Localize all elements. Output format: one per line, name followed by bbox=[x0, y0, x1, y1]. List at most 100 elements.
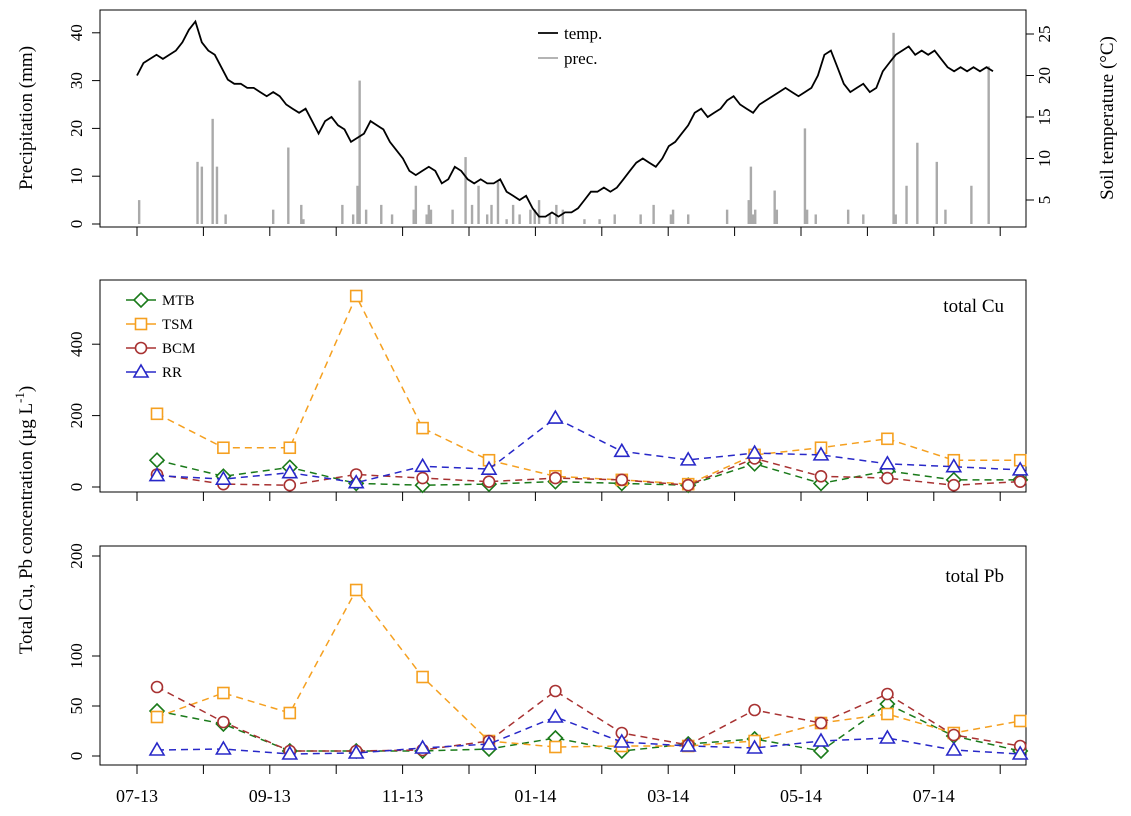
y-tick-label-left: 20 bbox=[67, 120, 86, 137]
circle-marker bbox=[549, 471, 562, 485]
y-tick-label-left: 10 bbox=[67, 168, 86, 185]
diamond-marker bbox=[132, 291, 150, 309]
diamond-marker bbox=[812, 742, 830, 760]
precipitation-bar bbox=[725, 209, 729, 224]
precipitation-bar bbox=[639, 214, 642, 224]
top-legend: temp. prec. bbox=[538, 24, 602, 68]
triangle-marker bbox=[414, 457, 431, 473]
circle-marker bbox=[134, 341, 148, 355]
precipitation-bar bbox=[425, 214, 428, 224]
triangle-marker bbox=[1011, 461, 1029, 476]
legend-label-mtb: MTB bbox=[162, 293, 195, 309]
precipitation-bar bbox=[916, 142, 919, 224]
triangle-marker bbox=[613, 442, 631, 458]
temperature-line bbox=[136, 19, 994, 218]
precipitation-bar bbox=[464, 157, 467, 224]
precipitation-bar bbox=[300, 204, 303, 224]
precipitation-bar bbox=[894, 214, 897, 224]
precipitation-bar bbox=[814, 214, 817, 224]
square-marker bbox=[150, 710, 164, 724]
precipitation-bar bbox=[598, 219, 601, 224]
circle-marker bbox=[615, 473, 629, 487]
square-marker bbox=[283, 706, 297, 720]
precipitation-bar bbox=[803, 128, 807, 224]
middle-axes: 0 200 400 bbox=[67, 331, 1001, 501]
y-tick-label-right: 25 bbox=[1035, 26, 1054, 43]
top-axes: 0 10 20 30 40 5 10 15 20 25 bbox=[67, 24, 1054, 236]
bottom-axes: 0 50 100 200 07-13 09-13 11-13 01-14 03-14 05-14 0… bbox=[67, 543, 1001, 806]
circle-marker bbox=[283, 478, 297, 492]
precipitation-bar bbox=[987, 66, 990, 224]
y-tick-label: 400 bbox=[67, 331, 86, 357]
square-marker bbox=[549, 740, 562, 754]
triangle-marker bbox=[132, 363, 150, 378]
series-line bbox=[156, 686, 1021, 752]
triangle-marker bbox=[215, 740, 232, 755]
triangle-marker bbox=[812, 446, 830, 461]
triangle-marker bbox=[281, 745, 299, 760]
pb-series bbox=[148, 583, 1029, 760]
triangle-marker bbox=[613, 733, 631, 748]
triangle-marker bbox=[746, 739, 763, 754]
circle-marker bbox=[482, 475, 496, 488]
circle-marker bbox=[549, 684, 562, 698]
triangle-marker bbox=[414, 739, 431, 754]
precipitation-bar bbox=[775, 209, 779, 224]
x-tick-label: 07-13 bbox=[116, 786, 158, 806]
series-line bbox=[156, 294, 1021, 485]
precipitation-bar bbox=[351, 214, 355, 224]
diamond-marker bbox=[148, 452, 166, 469]
y-tick-label: 200 bbox=[67, 543, 86, 569]
triangle-marker bbox=[547, 409, 564, 424]
precipitation-bar bbox=[496, 180, 500, 224]
square-marker bbox=[134, 317, 148, 331]
precipitation-bar bbox=[892, 32, 895, 224]
precipitation-bar bbox=[380, 204, 383, 224]
circle-marker bbox=[881, 687, 894, 701]
triangle-marker bbox=[879, 729, 896, 744]
triangle-marker bbox=[148, 741, 166, 756]
circle-marker bbox=[416, 471, 429, 485]
precipitation-bar bbox=[211, 118, 214, 224]
precipitation-bar bbox=[224, 214, 227, 224]
panel-top-frame bbox=[99, 9, 1027, 228]
precipitation-bar bbox=[747, 200, 750, 224]
y-axis-label-concentration-main: Total Cu, Pb concentration (µg L bbox=[16, 403, 37, 654]
series-line bbox=[156, 716, 1021, 755]
precipitation-bar bbox=[583, 219, 586, 224]
precipitation-bar bbox=[451, 209, 454, 224]
precipitation-bar bbox=[429, 209, 433, 224]
y-tick-label-left: 0 bbox=[67, 220, 86, 229]
precipitation-bar bbox=[287, 147, 290, 224]
precipitation-bar bbox=[944, 209, 947, 224]
precipitation-bar bbox=[490, 204, 493, 224]
precipitation-bar bbox=[773, 190, 776, 224]
triangle-marker bbox=[1011, 745, 1029, 760]
annotation-total-pb: total Pb bbox=[945, 566, 1004, 587]
precipitation-bar bbox=[533, 209, 536, 224]
precipitation-bar bbox=[137, 200, 141, 224]
square-marker bbox=[217, 686, 230, 700]
x-tick-label: 11-13 bbox=[382, 786, 423, 806]
precipitation-bar bbox=[485, 214, 489, 224]
y-tick-label: 0 bbox=[67, 752, 86, 761]
precipitation-bar bbox=[751, 214, 755, 224]
circle-marker bbox=[748, 703, 761, 717]
square-marker bbox=[416, 421, 429, 435]
x-tick-label: 01-14 bbox=[514, 786, 556, 806]
triangle-marker bbox=[547, 708, 564, 723]
precipitation-bar bbox=[970, 185, 973, 224]
precipitation-bar bbox=[364, 209, 368, 224]
precipitation-bar bbox=[613, 214, 616, 224]
precipitation-bar bbox=[671, 209, 675, 224]
square-marker bbox=[1013, 714, 1027, 728]
precipitation-bar bbox=[356, 185, 359, 224]
series-rr bbox=[148, 409, 1029, 489]
y-axis-label-concentration-sup: -1 bbox=[12, 392, 27, 403]
precipitation-bar bbox=[271, 209, 275, 224]
x-tick-label: 03-14 bbox=[647, 786, 689, 806]
series-line bbox=[156, 588, 1021, 748]
y-tick-label-left: 30 bbox=[67, 72, 86, 89]
